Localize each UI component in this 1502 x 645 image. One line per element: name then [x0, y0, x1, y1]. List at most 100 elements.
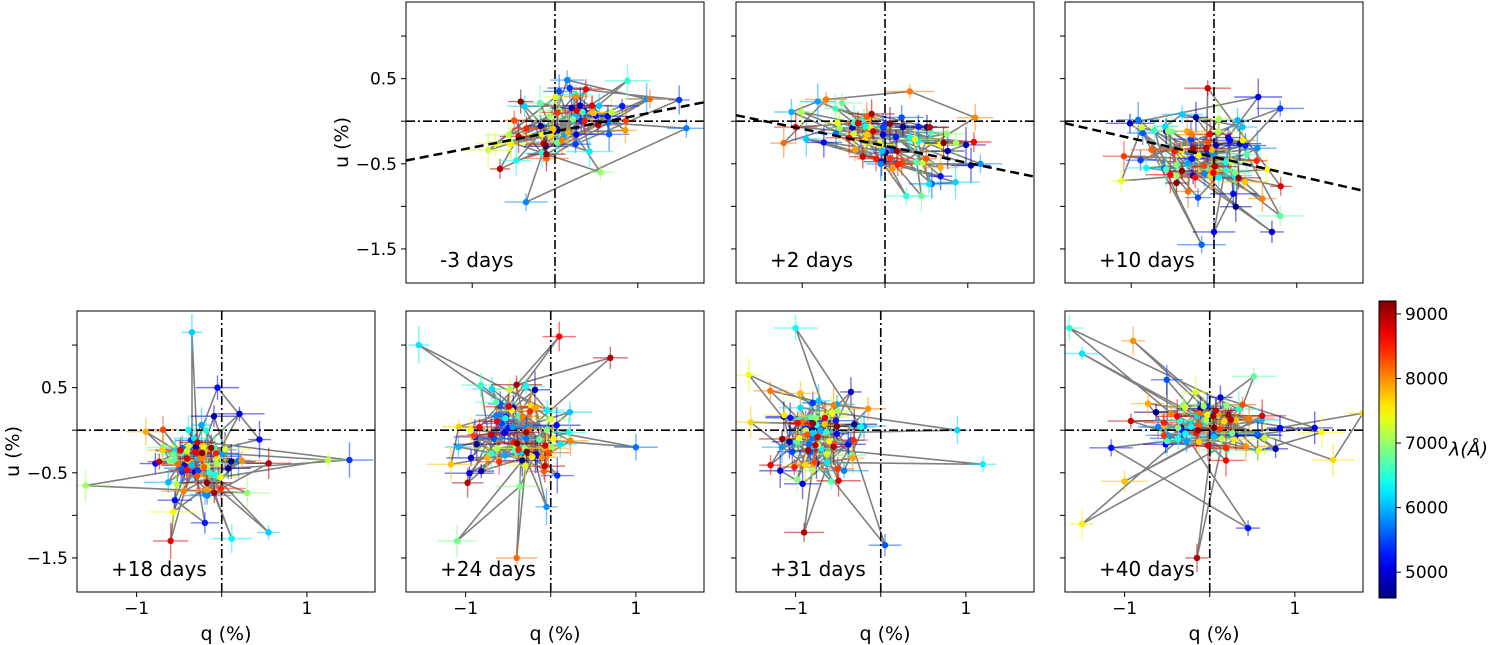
- data-point: [1200, 403, 1207, 410]
- data-point: [476, 423, 483, 431]
- data-point: [1204, 411, 1211, 419]
- panels-layer: 0.5 −0.5 −1.5 u (%) -3 days +2 days +10 days −1…: [2, 1, 1364, 645]
- data-point: [507, 140, 515, 148]
- data-point: [194, 472, 201, 480]
- data-point: [567, 437, 574, 445]
- data-point: [523, 125, 530, 132]
- data-point: [1202, 416, 1210, 424]
- data-point: [778, 444, 786, 451]
- data-point: [952, 179, 959, 186]
- axes-frame: [735, 310, 1035, 593]
- data-point: [214, 384, 221, 391]
- data-point: [522, 462, 529, 469]
- data-point: [183, 466, 190, 474]
- data-point: [1272, 445, 1279, 453]
- y-tick-label: −1.5: [356, 240, 397, 260]
- data-point: [798, 108, 805, 116]
- data-point: [537, 122, 544, 130]
- data-point: [346, 456, 353, 464]
- data-point: [1232, 417, 1240, 424]
- data-point: [834, 119, 841, 127]
- x-tick-label: −1: [783, 599, 808, 619]
- data-point: [536, 99, 544, 107]
- data-point: [550, 125, 557, 133]
- data-point: [197, 454, 204, 462]
- data-point: [898, 114, 905, 121]
- data-point: [173, 481, 180, 488]
- data-point: [488, 431, 495, 438]
- data-point: [779, 435, 786, 443]
- data-point: [1173, 413, 1181, 420]
- data-point: [1330, 456, 1337, 464]
- data-point: [940, 139, 947, 147]
- data-point: [1198, 241, 1205, 248]
- data-point: [495, 458, 503, 466]
- data-point: [568, 104, 575, 112]
- data-point: [581, 117, 588, 125]
- data-point: [937, 164, 944, 171]
- dominant-axis-fit: [406, 101, 704, 162]
- data-point: [862, 123, 870, 130]
- data-point: [501, 429, 508, 437]
- data-point: [767, 387, 774, 395]
- data-point: [1311, 424, 1318, 432]
- colorbar: 5000 6000 7000 8000 9000 λ(Å): [1378, 300, 1488, 599]
- data-point: [513, 440, 521, 447]
- data-point: [797, 390, 804, 397]
- data-point: [821, 420, 828, 428]
- data-point: [1223, 167, 1230, 174]
- data-point: [608, 108, 615, 116]
- data-point: [977, 160, 984, 167]
- data-point: [803, 135, 810, 143]
- data-point: [523, 429, 530, 436]
- data-point: [203, 427, 210, 434]
- data-point: [547, 443, 555, 450]
- data-point: [505, 131, 512, 139]
- data-point: [228, 535, 235, 542]
- data-point: [238, 457, 245, 464]
- data-point: [793, 476, 801, 483]
- y-axis-label: u (%): [2, 426, 24, 477]
- data-point: [493, 418, 501, 425]
- data-point: [1242, 142, 1249, 149]
- data-point: [477, 381, 485, 389]
- data-point: [185, 442, 192, 449]
- data-point: [501, 452, 509, 459]
- data-point: [1243, 151, 1250, 158]
- data-point: [579, 108, 586, 116]
- data-point: [541, 141, 548, 148]
- data-point: [203, 486, 210, 493]
- data-point: [972, 114, 979, 121]
- data-point: [165, 479, 172, 486]
- data-point: [595, 102, 603, 110]
- data-point: [1129, 337, 1137, 345]
- data-point: [622, 127, 629, 134]
- plot-area: [736, 311, 1034, 592]
- data-point: [546, 112, 554, 119]
- data-point: [1178, 167, 1186, 175]
- data-point: [502, 415, 509, 422]
- y-tick-label: −0.5: [356, 155, 397, 175]
- data-point: [564, 129, 572, 136]
- data-point: [522, 198, 530, 206]
- data-point: [543, 407, 551, 414]
- colorbar-tick-label: 5000: [1405, 563, 1448, 583]
- data-point: [857, 423, 865, 431]
- data-point: [792, 324, 799, 332]
- data-point: [879, 124, 887, 131]
- data-point: [767, 461, 774, 469]
- epoch-label: +10 days: [1099, 248, 1195, 272]
- data-point: [1203, 144, 1210, 152]
- plot-area: [1065, 311, 1363, 592]
- data-point: [415, 341, 422, 349]
- data-point: [573, 107, 580, 114]
- data-point: [159, 446, 166, 454]
- data-point: [913, 158, 920, 166]
- data-point: [1188, 155, 1195, 162]
- data-point: [1223, 402, 1230, 409]
- data-point: [894, 161, 901, 168]
- data-point: [228, 458, 235, 465]
- panel-2: +2 days: [731, 1, 1035, 288]
- data-point: [1137, 157, 1144, 164]
- data-point: [1184, 128, 1191, 135]
